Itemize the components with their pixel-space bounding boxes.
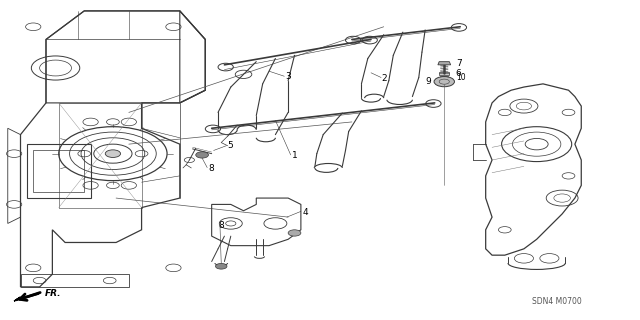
Text: 1: 1 (292, 151, 298, 160)
Bar (439, 72, 449, 75)
Circle shape (105, 150, 120, 157)
Circle shape (288, 230, 301, 236)
Text: 9: 9 (426, 77, 431, 86)
Text: 8: 8 (218, 221, 224, 230)
Circle shape (216, 263, 227, 269)
Polygon shape (16, 292, 40, 300)
Text: 3: 3 (285, 72, 291, 81)
Polygon shape (438, 62, 451, 65)
Text: 2: 2 (382, 74, 387, 83)
Bar (27, 144, 91, 198)
Text: SDN4 M0700: SDN4 M0700 (531, 297, 581, 306)
Bar (33, 150, 84, 192)
Text: 10: 10 (456, 73, 465, 82)
Circle shape (434, 76, 454, 87)
Circle shape (196, 152, 209, 158)
Text: 5: 5 (228, 141, 234, 150)
Polygon shape (14, 297, 20, 301)
Text: 6: 6 (456, 69, 461, 78)
Text: 4: 4 (302, 208, 308, 217)
Text: FR.: FR. (45, 289, 61, 298)
Text: 8: 8 (209, 164, 214, 173)
Bar (440, 76, 448, 78)
Text: 7: 7 (456, 60, 461, 68)
